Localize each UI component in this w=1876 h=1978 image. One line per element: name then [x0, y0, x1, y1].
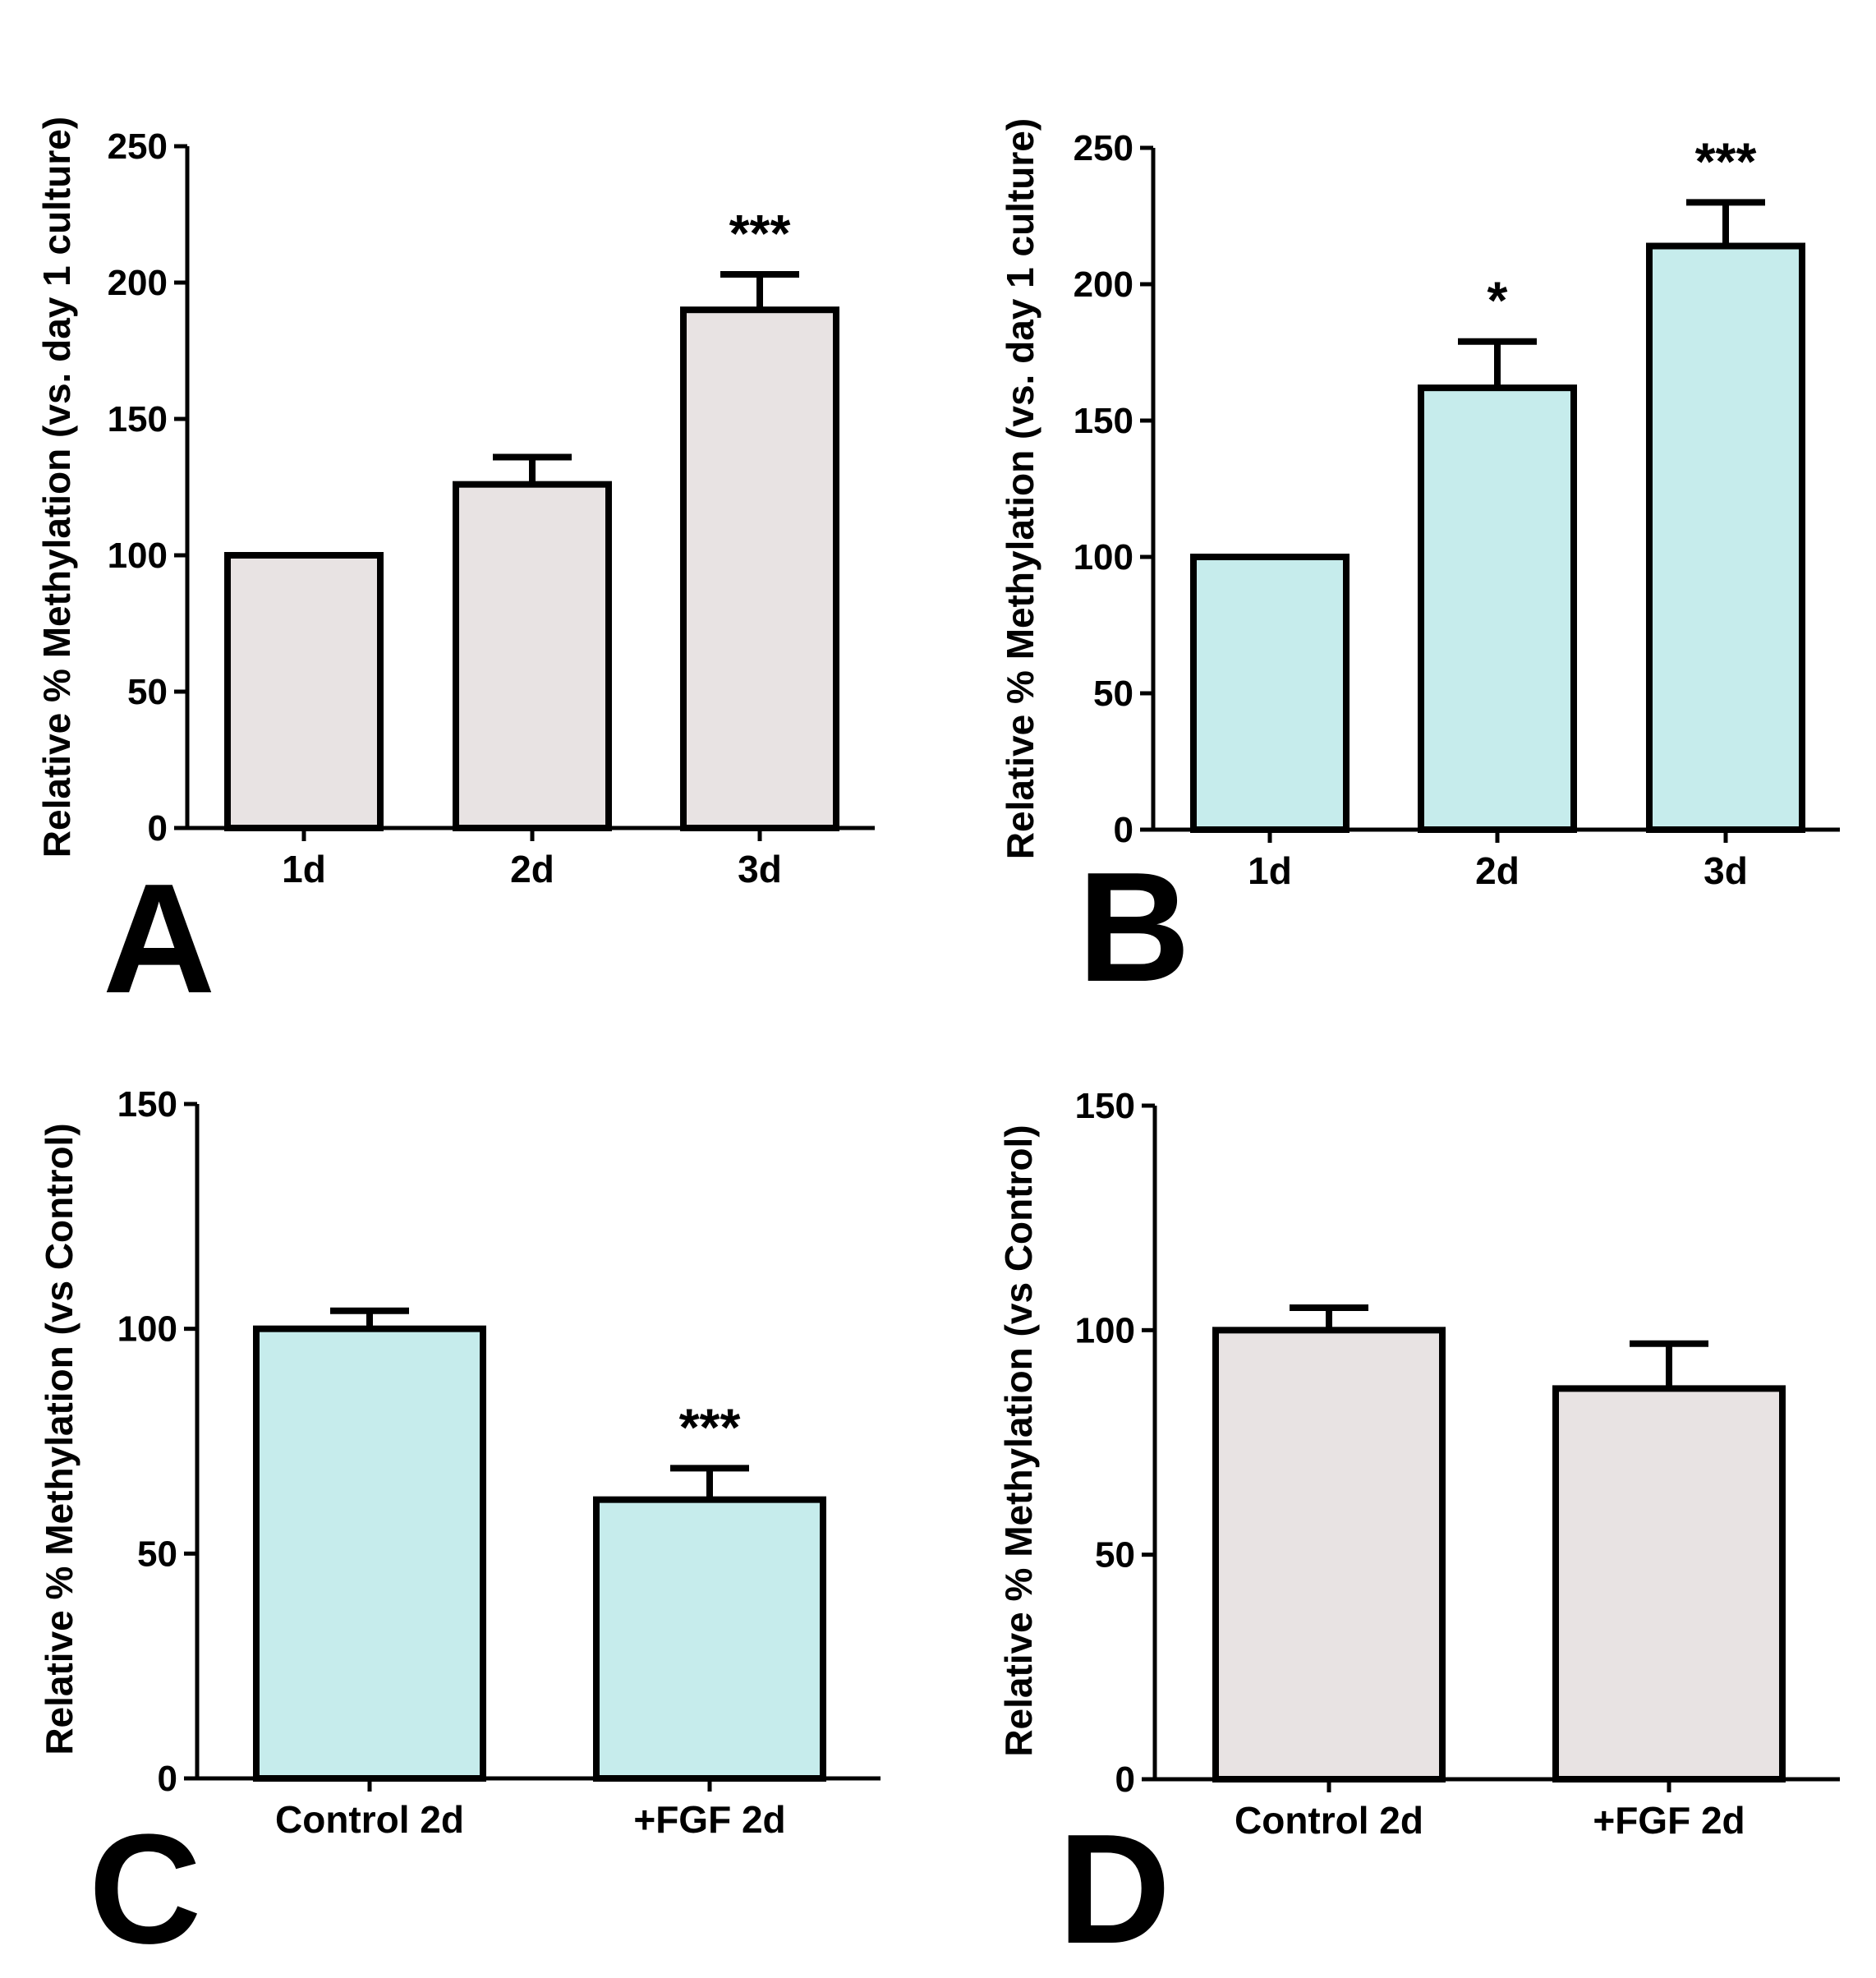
y-axis-title: Relative % Methylation (vs Control): [38, 1123, 80, 1755]
y-axis-title: Relative % Methylation (vs. day 1 cultur…: [35, 117, 78, 858]
x-category-label: Control 2d: [1235, 1799, 1423, 1842]
panel-letter: B: [1078, 840, 1190, 1014]
bar: [1212, 1327, 1446, 1783]
bar: [1418, 384, 1577, 834]
panel-letter: A: [103, 852, 215, 1026]
x-category-label: +FGF 2d: [1593, 1799, 1745, 1842]
y-tick-label: 200: [108, 263, 168, 303]
y-tick-label: 50: [137, 1534, 177, 1574]
bar: [1646, 242, 1805, 833]
x-category-label: +FGF 2d: [633, 1798, 785, 1841]
y-tick-label: 150: [1074, 401, 1133, 441]
chart-panel-d: 0 50 100 150 Control 2d +FGF 2d Relative % Met…: [997, 1086, 1840, 1976]
y-tick-label: 100: [1074, 537, 1133, 577]
panel-letter: C: [89, 1802, 201, 1976]
bar: [1190, 554, 1350, 833]
bar: [453, 481, 612, 831]
y-tick-label: 250: [1074, 128, 1133, 168]
y-tick-label: 250: [108, 126, 168, 167]
y-tick-label: 50: [1095, 1535, 1135, 1576]
x-category-label: Control 2d: [275, 1798, 464, 1841]
bar: [253, 1325, 486, 1782]
x-category-label: 3d: [738, 848, 782, 890]
significance-marker: ***: [679, 1397, 741, 1456]
chart-panel-c: 0 50 100 150 Control 2d +FGF 2d *** Relative % …: [38, 1084, 881, 1976]
y-tick-label: 200: [1074, 264, 1133, 305]
y-tick-label: 150: [108, 399, 168, 439]
y-axis-title: Relative % Methylation (vs Control): [997, 1125, 1040, 1756]
bar: [224, 552, 384, 831]
y-tick-label: 100: [117, 1309, 177, 1350]
chart-panel-b: 0 50 100 150 200 250 1d 2d * 3d *** Relative % Meth…: [999, 118, 1840, 1014]
bar: [680, 306, 839, 831]
x-category-label: 1d: [282, 848, 326, 890]
y-tick-label: 100: [1075, 1310, 1135, 1350]
y-tick-label: 100: [108, 536, 168, 576]
significance-marker: ***: [729, 204, 791, 263]
y-tick-label: 0: [1115, 1760, 1135, 1800]
y-axis-title: Relative % Methylation (vs. day 1 cultur…: [999, 118, 1041, 859]
y-tick-label: 50: [127, 672, 168, 712]
x-category-label: 2d: [510, 848, 554, 890]
y-tick-label: 0: [1114, 810, 1133, 850]
bar: [593, 1496, 826, 1782]
significance-marker: *: [1487, 271, 1508, 330]
x-category-label: 2d: [1475, 849, 1520, 892]
significance-marker: ***: [1695, 131, 1757, 191]
y-tick-label: 0: [158, 1759, 177, 1799]
chart-panel-a: 0 50 100 150 200 250 1d 2d 3d *** Relative % Methy…: [35, 117, 875, 1026]
panel-letter: D: [1058, 1802, 1170, 1976]
y-tick-label: 150: [117, 1084, 177, 1125]
bar: [1552, 1385, 1786, 1783]
x-category-label: 1d: [1248, 849, 1292, 892]
x-category-label: 3d: [1704, 849, 1748, 892]
y-tick-label: 150: [1075, 1086, 1135, 1126]
y-tick-label: 50: [1093, 674, 1133, 714]
y-tick-label: 0: [148, 808, 168, 849]
